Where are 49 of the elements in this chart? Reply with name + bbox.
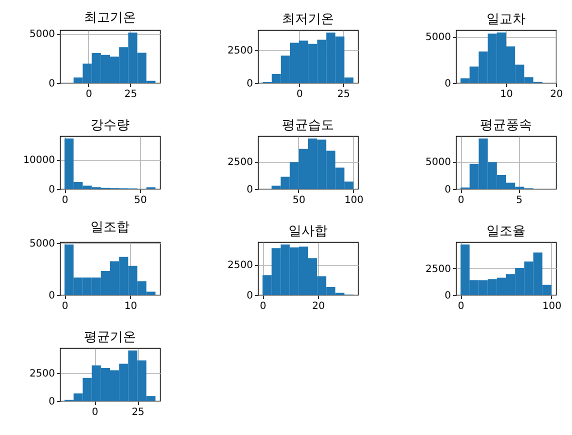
- y-tick-label: 5000: [426, 157, 451, 168]
- x-tick-label: 0: [62, 195, 68, 206]
- x-tick-label: 50: [134, 195, 147, 206]
- y-tick-label: 5000: [30, 29, 55, 40]
- x-tick-label: 100: [542, 301, 562, 312]
- y-tick-label: 0: [48, 396, 55, 408]
- y-tick-label: 2500: [30, 368, 55, 380]
- y-tick-label: 5000: [426, 32, 451, 44]
- chart-title: 최저기온: [282, 12, 334, 27]
- x-tick-label: 20: [550, 89, 563, 100]
- chart-title: 최고기온: [84, 10, 136, 26]
- chart-title: 일교차: [486, 12, 526, 27]
- y-tick-label: 0: [246, 290, 253, 302]
- y-tick-label: 5000: [30, 238, 55, 250]
- x-tick-label: 0: [458, 195, 464, 206]
- x-tick-label: 100: [344, 195, 364, 206]
- y-tick-label: 2500: [228, 157, 253, 168]
- chart-title: 평균습도: [282, 118, 334, 133]
- y-tick-label: 2500: [228, 46, 253, 57]
- x-tick-label: 25: [337, 89, 350, 100]
- chart-title: 일조합: [90, 220, 130, 236]
- chart-title: 일조율: [486, 224, 526, 239]
- x-tick-label: 10: [124, 301, 138, 312]
- x-tick-label: 0: [86, 89, 92, 100]
- y-tick-label: 10000: [23, 155, 55, 166]
- y-tick-label: 0: [48, 184, 55, 196]
- y-tick-label: 0: [444, 78, 451, 90]
- y-tick-label: 0: [444, 184, 451, 196]
- x-tick-label: 25: [132, 407, 144, 418]
- y-tick-label: 0: [48, 290, 55, 302]
- y-tick-label: 0: [246, 184, 253, 196]
- chart-title: 강수량: [90, 118, 130, 133]
- x-tick-label: 0: [458, 301, 464, 312]
- x-tick-label: 0: [296, 89, 303, 100]
- x-tick-label: 50: [292, 195, 306, 206]
- y-tick-label: 2500: [228, 260, 253, 272]
- y-tick-label: 0: [444, 290, 451, 302]
- x-tick-label: 0: [62, 301, 68, 312]
- x-tick-label: 5: [516, 195, 523, 206]
- y-tick-label: 0: [246, 78, 253, 90]
- chart-title: 평균기온: [84, 330, 136, 345]
- chart-title: 평균풍속: [480, 118, 532, 133]
- x-tick-label: 0: [260, 301, 266, 312]
- x-tick-label: 25: [124, 89, 138, 100]
- y-tick-label: 0: [48, 78, 55, 90]
- chart-title: 일사합: [288, 224, 328, 239]
- x-tick-label: 10: [500, 89, 513, 100]
- x-tick-label: 20: [312, 301, 325, 312]
- y-tick-label: 2500: [426, 264, 451, 275]
